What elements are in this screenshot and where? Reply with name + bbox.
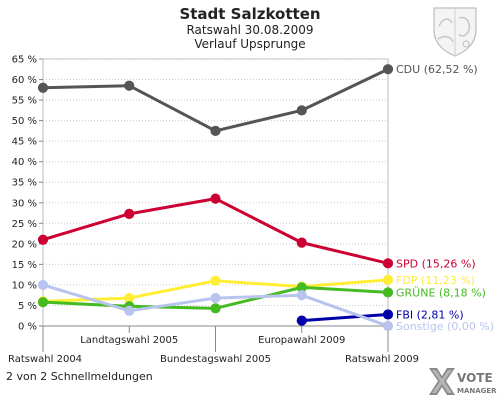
data-point [382,274,394,285]
y-tick-label: 35 % [12,178,37,189]
y-tick-label: 65 % [12,55,37,66]
y-tick-label: 50 % [12,116,37,127]
y-tick-label: 25 % [12,219,37,230]
y-tick-label: 10 % [12,280,37,291]
y-tick-label: 45 % [12,137,37,148]
data-point [124,80,135,91]
vote-manager-logo: VOTE MANAGER [429,368,497,395]
series-labels: CDU (62,52 %) SPD (15,26 %) FDP (11,23 %)G… [396,63,494,333]
data-point [296,290,307,301]
series-label: Sonstige (0,00 %) [396,320,494,333]
series-label: FBI (2,81 %) [396,308,464,321]
data-point [124,305,135,316]
data-point [382,64,394,75]
data-point [37,234,49,245]
y-tick-label: 0 % [18,322,37,333]
data-point [382,320,394,332]
plot-background [42,58,389,327]
series-spd [37,193,394,269]
data-point [210,193,221,204]
y-tick-label: 15 % [12,260,37,271]
data-point [210,275,221,286]
data-point [37,82,49,93]
x-tick-label: Bundestagswahl 2005 [160,354,271,365]
logo-line-2: MANAGER [457,387,497,395]
data-point [296,237,307,248]
x-tick-label: Europawahl 2009 [258,335,345,346]
footer-text: 2 von 2 Schnellmeldungen [6,370,153,383]
data-point [37,279,49,291]
data-point [210,292,221,304]
series-cdu [37,64,394,136]
nrw-coat-of-arms-icon [433,7,477,57]
y-tick-label: 20 % [12,239,37,250]
data-point [296,315,307,326]
x-tick-label: Landtagswahl 2005 [80,335,178,346]
series-label: FDP (11,23 %) [396,274,475,287]
series-label: SPD (15,26 %) [396,257,476,270]
series-label: GRÜNE (8,18 %) [396,286,486,299]
data-point [210,125,221,136]
x-tick-label: Ratswahl 2009 [345,354,419,365]
series-line [301,312,389,323]
data-point [382,258,394,269]
chart-subtitle-1: Ratswahl 30.08.2009 [186,23,313,37]
y-tick-label: 60 % [12,75,37,86]
chart-subtitle-2: Verlauf Upsprunge [194,37,305,51]
data-point [210,303,221,314]
y-axis: 0 % 5 % 10 % 15 % 20 % 25 % 30 % 35 % 40 % 45 % 50… [12,55,43,333]
chart-title: Stadt Salzkotten [179,5,320,23]
plot-area [42,58,389,327]
series-label: CDU (62,52 %) [396,63,478,76]
y-tick-label: 55 % [12,96,37,107]
x-tick-label: Ratswahl 2004 [8,354,82,365]
data-point [37,297,49,308]
logo-line-1: VOTE [457,371,493,385]
data-point [382,287,394,298]
y-tick-label: 30 % [12,198,37,209]
series-group [37,64,394,332]
series-grüne [37,282,394,314]
y-tick-label: 40 % [12,157,37,168]
x-axis: Ratswahl 2004 Landtagswahl 2005 Bundestags… [8,325,419,365]
series-sonstige [37,279,394,332]
y-tick-label: 5 % [18,301,37,312]
data-point [124,208,135,219]
data-point [296,105,307,116]
series-fbi [296,309,394,326]
vote-x-icon [429,368,455,395]
data-point [382,309,394,320]
